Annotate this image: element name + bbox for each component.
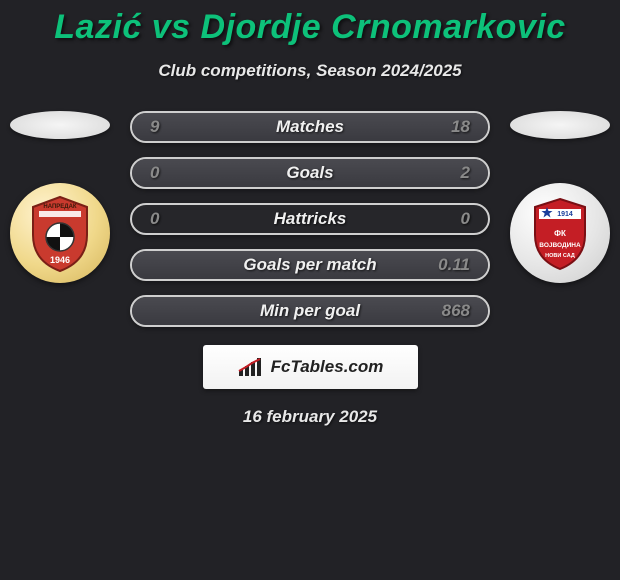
left-player-col: 1946 НАПРЕДАК bbox=[10, 111, 110, 283]
stat-label: Matches bbox=[190, 117, 430, 137]
stat-right-value: 2 bbox=[430, 163, 470, 183]
left-crest-year: 1946 bbox=[50, 255, 70, 265]
stat-row: Goals per match0.11 bbox=[130, 249, 490, 281]
stat-right-value: 868 bbox=[430, 301, 470, 321]
stat-label: Min per goal bbox=[190, 301, 430, 321]
right-club-crest: 1914 ФК ВОЈВОДИНА НОВИ САД bbox=[510, 183, 610, 283]
date-label: 16 february 2025 bbox=[243, 407, 377, 427]
left-player-avatar bbox=[10, 111, 110, 139]
stat-left-value: 0 bbox=[150, 163, 190, 183]
stat-right-value: 18 bbox=[430, 117, 470, 137]
left-club-crest: 1946 НАПРЕДАК bbox=[10, 183, 110, 283]
brand-label: FcTables.com bbox=[271, 357, 384, 377]
bar-chart-icon bbox=[237, 356, 265, 378]
stat-right-value: 0 bbox=[430, 209, 470, 229]
stat-label: Hattricks bbox=[190, 209, 430, 229]
stat-label: Goals per match bbox=[190, 255, 430, 275]
svg-text:НОВИ САД: НОВИ САД bbox=[545, 253, 575, 259]
stat-left-value: 0 bbox=[150, 209, 190, 229]
stats-list: 9Matches180Goals20Hattricks0Goals per ma… bbox=[130, 111, 490, 327]
svg-text:НАПРЕДАК: НАПРЕДАК bbox=[43, 204, 77, 210]
brand-box[interactable]: FcTables.com bbox=[203, 345, 418, 389]
stat-row: 0Hattricks0 bbox=[130, 203, 490, 235]
page-title: Lazić vs Djordje Crnomarkovic bbox=[0, 0, 620, 47]
stat-right-value: 0.11 bbox=[430, 255, 470, 275]
footer: FcTables.com 16 february 2025 bbox=[0, 345, 620, 427]
stat-row: 0Goals2 bbox=[130, 157, 490, 189]
svg-text:ФК: ФК bbox=[554, 229, 566, 238]
subtitle: Club competitions, Season 2024/2025 bbox=[0, 61, 620, 81]
svg-text:1914: 1914 bbox=[557, 211, 573, 218]
comparison-row: 1946 НАПРЕДАК 9Matches180Goals20Hattrick… bbox=[0, 111, 620, 327]
right-player-avatar bbox=[510, 111, 610, 139]
stat-left-value: 9 bbox=[150, 117, 190, 137]
right-player-col: 1914 ФК ВОЈВОДИНА НОВИ САД bbox=[510, 111, 610, 283]
stat-row: Min per goal868 bbox=[130, 295, 490, 327]
stat-row: 9Matches18 bbox=[130, 111, 490, 143]
svg-text:ВОЈВОДИНА: ВОЈВОДИНА bbox=[539, 242, 581, 249]
stat-label: Goals bbox=[190, 163, 430, 183]
